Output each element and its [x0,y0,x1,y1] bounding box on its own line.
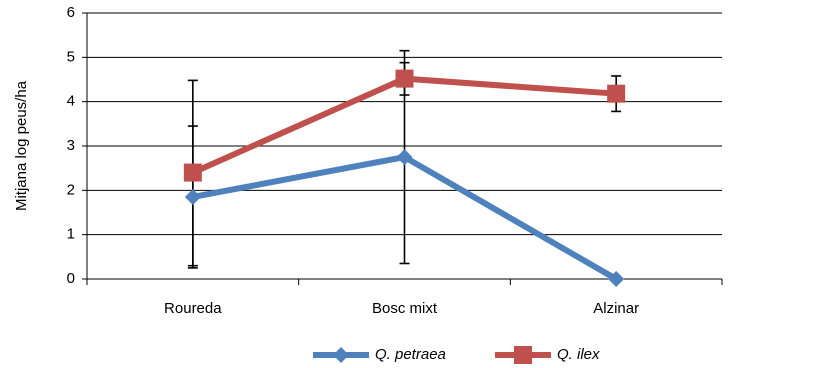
y-tick-label: 2 [67,181,75,198]
y-tick-labels: 0 1 2 3 4 5 6 [67,4,75,287]
y-axis-label: Mitjana log peus/ha [13,80,30,211]
legend-marker-q-ilex [514,346,532,364]
legend-marker-q-petraea [333,347,349,363]
legend: Q. petraea Q. ilex [313,346,600,364]
y-tick-label: 3 [67,137,75,154]
data-point-q-ilex [395,69,414,88]
y-tick-label: 0 [67,270,75,287]
data-point-q-petraea [608,271,625,287]
x-tick-label: Roureda [164,300,222,317]
x-tick-labels: Roureda Bosc mixt Alzinar [164,300,639,317]
x-tick-label: Bosc mixt [372,300,438,317]
axes [82,12,723,285]
data-point-q-petraea [396,149,413,166]
y-tick-label: 5 [67,48,75,65]
legend-label-q-petraea: Q. petraea [375,346,446,363]
data-point-q-ilex [607,84,626,103]
y-tick-label: 1 [67,226,75,243]
x-tick-label: Alzinar [593,300,639,317]
legend-label-q-ilex: Q. ilex [557,346,600,363]
series-lines [183,69,626,287]
data-point-q-ilex [183,163,202,182]
y-tick-label: 6 [67,4,75,21]
data-point-q-petraea [184,188,201,205]
y-tick-label: 4 [67,93,75,110]
